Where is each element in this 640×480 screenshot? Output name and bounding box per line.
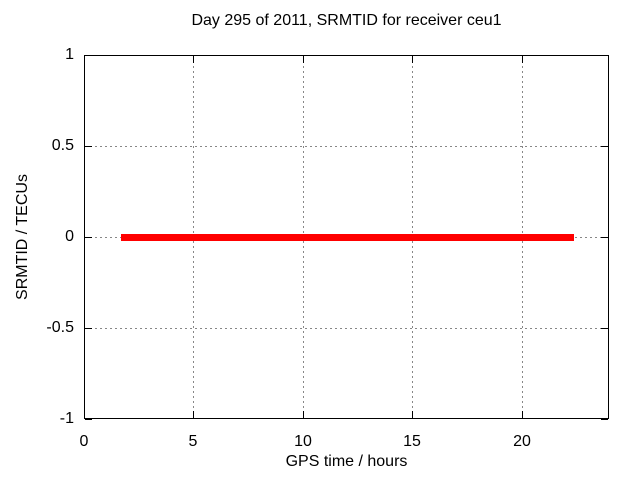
y-tick-label: 1 xyxy=(65,46,74,63)
y-tick-right xyxy=(601,237,608,238)
y-tick-label: 0.5 xyxy=(51,137,74,154)
x-tick-bottom xyxy=(412,411,413,418)
y-gridline xyxy=(85,328,608,329)
x-tick-label: 10 xyxy=(294,433,312,450)
y-tick-left xyxy=(85,55,92,56)
x-tick-top xyxy=(193,56,194,63)
series-line xyxy=(121,234,574,241)
x-tick-top xyxy=(522,56,523,63)
x-tick-top xyxy=(303,56,304,63)
y-tick-left xyxy=(85,146,92,147)
y-tick-label: -0.5 xyxy=(46,319,74,336)
y-tick-right xyxy=(601,146,608,147)
x-tick-bottom xyxy=(84,411,85,418)
y-tick-right xyxy=(601,328,608,329)
x-tick-top xyxy=(412,56,413,63)
y-tick-left xyxy=(85,237,92,238)
y-tick-right xyxy=(601,419,608,420)
y-tick-left xyxy=(85,419,92,420)
x-tick-label: 5 xyxy=(188,433,198,450)
x-tick-bottom xyxy=(303,411,304,418)
x-tick-label: 0 xyxy=(79,433,89,450)
x-tick-bottom xyxy=(193,411,194,418)
y-tick-label: -1 xyxy=(59,410,74,427)
y-tick-right xyxy=(601,55,608,56)
x-axis-label: GPS time / hours xyxy=(285,453,408,470)
x-tick-top xyxy=(84,56,85,63)
chart-title: Day 295 of 2011, SRMTID for receiver ceu… xyxy=(191,12,502,29)
x-tick-bottom xyxy=(522,411,523,418)
y-tick-left xyxy=(85,328,92,329)
x-tick-label: 15 xyxy=(403,433,421,450)
y-gridline xyxy=(85,146,608,147)
x-tick-label: 20 xyxy=(513,433,531,450)
y-tick-label: 0 xyxy=(65,228,74,245)
